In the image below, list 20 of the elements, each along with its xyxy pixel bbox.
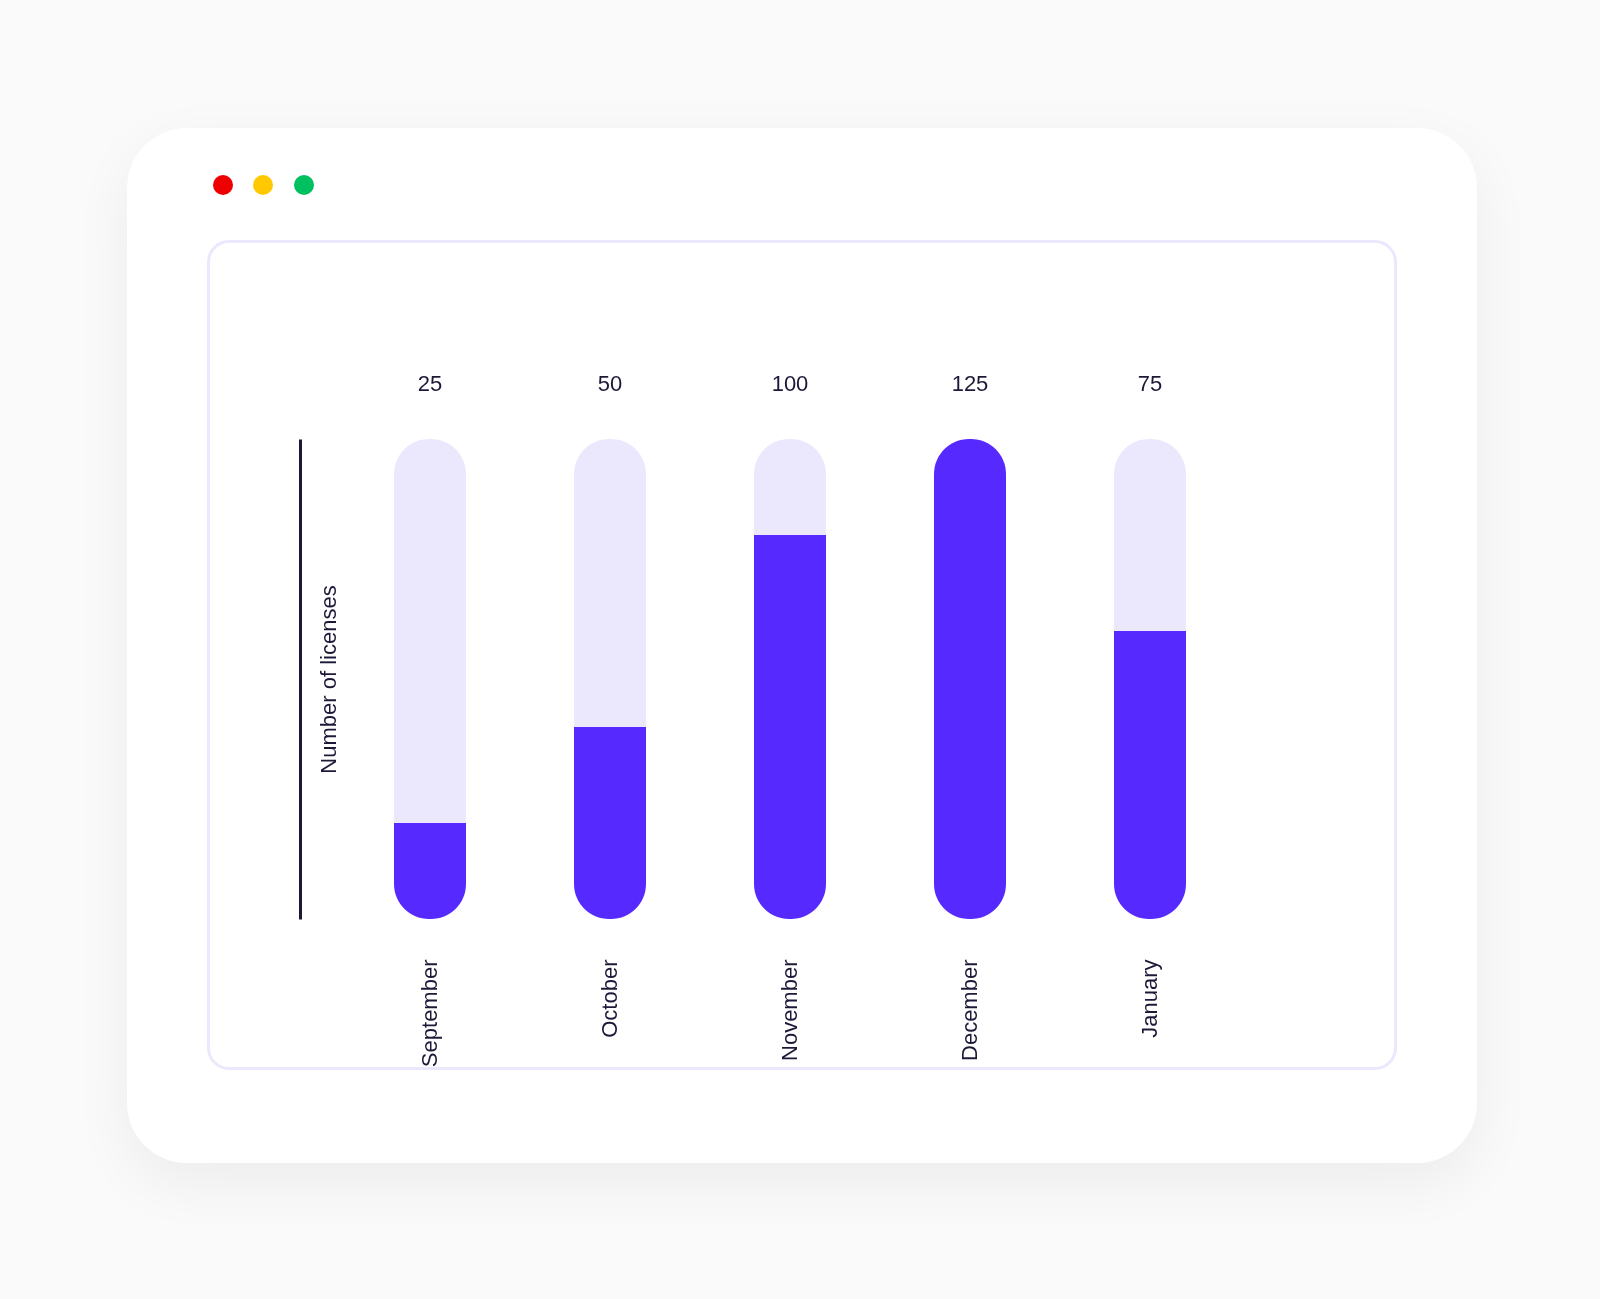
bar <box>574 439 646 727</box>
x-tick-label: September <box>417 959 442 1068</box>
data-label: 50 <box>597 371 623 396</box>
bar <box>754 535 826 919</box>
bar <box>1114 439 1186 631</box>
bar <box>754 439 826 535</box>
data-label: 75 <box>1137 371 1163 396</box>
bar <box>394 823 466 919</box>
x-tick-label: January <box>1137 959 1162 1038</box>
x-tick-label: October <box>597 959 622 1038</box>
bar <box>934 439 1006 919</box>
data-label: 125 <box>951 371 989 396</box>
bar <box>1114 631 1186 919</box>
x-tick-label: November <box>777 959 802 1061</box>
x-tick-label: December <box>957 959 982 1061</box>
data-label: 25 <box>417 371 443 396</box>
bar <box>394 439 466 823</box>
y-axis-title: Number of licenses <box>315 585 341 774</box>
data-label: 100 <box>771 371 809 396</box>
bar <box>574 727 646 919</box>
